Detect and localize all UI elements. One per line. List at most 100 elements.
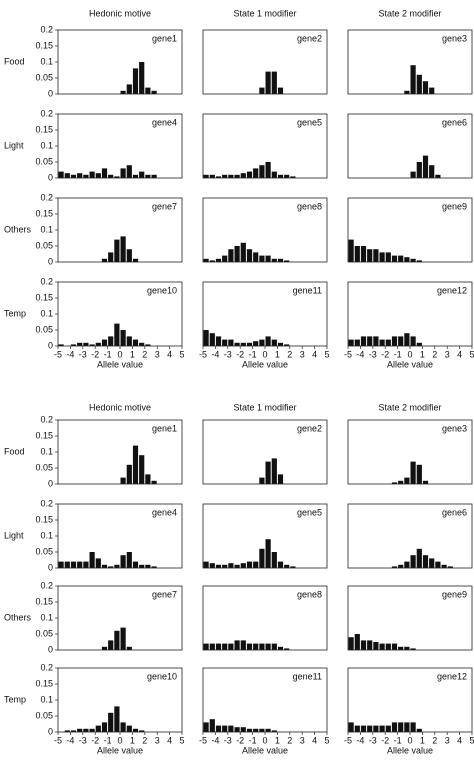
- bar: [435, 561, 441, 568]
- panel-frame: [202, 503, 328, 569]
- bar: [398, 646, 404, 650]
- bar: [145, 474, 151, 484]
- bar: [271, 552, 277, 568]
- x-tick-label: 0: [407, 735, 412, 745]
- bar: [265, 643, 271, 650]
- x-tick-label: -2: [91, 349, 99, 359]
- bar: [126, 646, 132, 650]
- bar: [410, 555, 416, 568]
- bar: [259, 643, 265, 650]
- y-tick-label: 0: [48, 256, 53, 266]
- bar: [398, 722, 404, 732]
- y-tick-label: 0.15: [35, 678, 53, 688]
- bar: [114, 630, 120, 650]
- x-tick-label: 2: [142, 349, 147, 359]
- x-axis-label: Allele value: [387, 745, 433, 755]
- bar: [265, 461, 271, 484]
- bar: [132, 258, 139, 262]
- bar: [410, 171, 416, 178]
- bar: [240, 173, 246, 178]
- bar: [228, 563, 234, 568]
- y-tick-label: 0.05: [35, 710, 53, 720]
- bar: [348, 722, 354, 732]
- x-tick-label: 1: [275, 735, 280, 745]
- bar: [89, 552, 95, 568]
- bar: [139, 171, 145, 178]
- bar: [203, 561, 209, 568]
- bar: [253, 728, 259, 732]
- y-tick-label: 0.1: [40, 224, 53, 234]
- x-tick-label: 0: [262, 349, 267, 359]
- row-label: Temp: [4, 308, 26, 318]
- x-tick-label: -4: [66, 735, 74, 745]
- panel-frame: [57, 585, 183, 651]
- bar: [429, 87, 435, 94]
- x-tick-label: 5: [179, 735, 184, 745]
- bar: [422, 155, 429, 178]
- x-tick-label: -5: [199, 349, 207, 359]
- bar: [58, 561, 64, 568]
- x-tick-label: 1: [420, 349, 425, 359]
- bar: [83, 342, 89, 346]
- bar: [379, 252, 385, 262]
- bar: [139, 455, 145, 484]
- x-tick-label: 4: [457, 349, 462, 359]
- bar: [259, 87, 265, 94]
- bar: [253, 341, 259, 346]
- bar: [265, 255, 271, 262]
- bar: [416, 342, 422, 346]
- y-tick-label: 0: [48, 88, 53, 98]
- bar: [114, 323, 120, 346]
- bar: [203, 258, 209, 262]
- bar: [447, 566, 453, 568]
- bar: [410, 461, 416, 484]
- y-tick-label: 0.15: [35, 208, 53, 218]
- bar: [404, 722, 410, 732]
- bar: [265, 539, 271, 568]
- bar: [416, 728, 422, 732]
- bar: [215, 725, 222, 732]
- x-tick-label: -3: [369, 735, 377, 745]
- bar: [145, 344, 151, 346]
- bar: [404, 257, 410, 262]
- x-tick-label: 4: [312, 735, 317, 745]
- bar: [234, 564, 240, 568]
- bar: [101, 258, 108, 262]
- bar: [114, 564, 120, 568]
- bar: [228, 249, 234, 262]
- y-tick-label: 0: [48, 562, 53, 572]
- panel-frame: [202, 667, 328, 733]
- x-tick-label: -1: [249, 735, 257, 745]
- bar: [284, 174, 290, 178]
- y-tick-label: 0: [48, 644, 53, 654]
- bar: [429, 558, 435, 568]
- x-tick-label: -1: [104, 349, 112, 359]
- row-label: Light: [4, 140, 24, 150]
- bar: [120, 330, 126, 346]
- bar: [64, 561, 70, 568]
- x-tick-label: -5: [344, 349, 352, 359]
- bar: [246, 561, 253, 568]
- bar: [367, 249, 373, 262]
- bar: [422, 480, 429, 484]
- x-tick-label: -5: [54, 735, 62, 745]
- bar: [404, 477, 410, 484]
- y-tick-label: 0.2: [40, 108, 53, 118]
- column-title: State 1 modifier: [233, 8, 296, 18]
- bar: [77, 342, 83, 346]
- x-tick-label: 4: [457, 735, 462, 745]
- panel-frame: [202, 419, 328, 485]
- y-tick-label: 0.05: [35, 72, 53, 82]
- bar: [265, 71, 271, 94]
- bar: [203, 722, 209, 732]
- bar: [354, 339, 360, 346]
- x-tick-label: -4: [211, 349, 219, 359]
- x-tick-label: -1: [394, 349, 402, 359]
- bar: [139, 564, 145, 568]
- bar: [259, 548, 265, 568]
- bar: [77, 561, 83, 568]
- panel-title: gene5: [297, 507, 322, 517]
- panel-frame: [347, 29, 473, 95]
- bar: [422, 555, 429, 568]
- panel-frame: [57, 281, 183, 347]
